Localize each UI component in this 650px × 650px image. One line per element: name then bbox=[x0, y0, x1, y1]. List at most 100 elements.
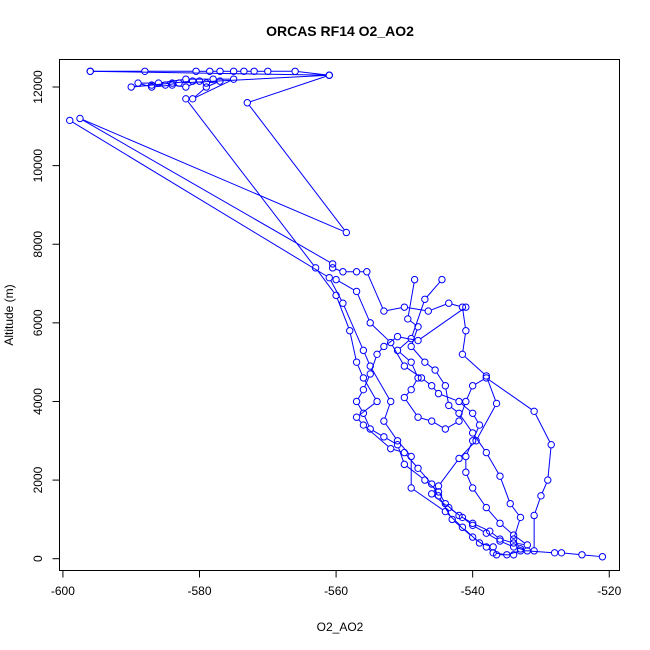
series-segment bbox=[436, 372, 445, 384]
series-segment bbox=[420, 417, 429, 421]
data-point bbox=[506, 499, 514, 508]
series-segment bbox=[378, 348, 383, 353]
data-point bbox=[209, 75, 217, 83]
series-segment bbox=[466, 388, 472, 399]
data-point bbox=[400, 393, 409, 402]
series-segment bbox=[488, 509, 499, 522]
series-segment bbox=[541, 482, 547, 494]
series-segment bbox=[93, 70, 327, 76]
data-point bbox=[427, 382, 436, 390]
data-point bbox=[373, 397, 381, 406]
series-segment bbox=[250, 75, 327, 103]
data-point bbox=[482, 503, 491, 512]
series-segment bbox=[488, 534, 498, 540]
series-segment bbox=[72, 121, 327, 277]
data-point bbox=[516, 547, 525, 555]
data-point bbox=[359, 374, 368, 382]
data-point bbox=[127, 83, 135, 91]
series-segment bbox=[474, 435, 485, 451]
series-segment bbox=[411, 302, 425, 336]
data-point bbox=[141, 67, 149, 75]
series-segment bbox=[182, 74, 327, 84]
series-segment bbox=[464, 529, 478, 542]
data-point bbox=[182, 75, 190, 83]
y-tick-label: 10000 bbox=[31, 149, 45, 183]
series-segment bbox=[391, 345, 404, 364]
series-segment bbox=[474, 490, 485, 506]
data-point bbox=[373, 350, 381, 359]
data-point bbox=[462, 452, 470, 461]
data-point bbox=[291, 67, 299, 75]
data-point bbox=[421, 358, 429, 366]
series-segment bbox=[441, 394, 457, 401]
y-tick-label: 12000 bbox=[31, 70, 45, 104]
series-segment bbox=[423, 379, 430, 385]
series-segment bbox=[420, 308, 464, 340]
data-point bbox=[441, 499, 450, 508]
data-point bbox=[455, 397, 463, 406]
series-segment bbox=[364, 376, 370, 387]
data-point bbox=[445, 401, 453, 410]
data-point bbox=[380, 417, 388, 425]
series-segment bbox=[357, 392, 363, 399]
series-segment bbox=[462, 333, 466, 352]
series-segment bbox=[502, 541, 511, 547]
series-segment bbox=[473, 415, 479, 423]
data-point bbox=[448, 515, 456, 524]
data-point bbox=[438, 275, 446, 284]
data-point bbox=[332, 275, 340, 284]
data-point bbox=[455, 409, 463, 417]
data-point bbox=[410, 275, 419, 284]
data-point bbox=[202, 83, 211, 91]
series-segment bbox=[140, 83, 149, 87]
data-point bbox=[195, 77, 204, 85]
data-point bbox=[346, 327, 354, 335]
series-segment bbox=[82, 119, 344, 232]
data-point bbox=[544, 476, 552, 484]
data-point bbox=[414, 413, 422, 421]
x-tick-label: -540 bbox=[461, 584, 485, 598]
series-segment bbox=[195, 81, 204, 84]
data-point bbox=[339, 268, 347, 276]
series-segment bbox=[407, 282, 415, 316]
data-point bbox=[475, 539, 484, 547]
data-point bbox=[462, 327, 470, 335]
series-segment bbox=[488, 379, 532, 410]
series-segment bbox=[82, 119, 331, 263]
data-point bbox=[366, 319, 374, 327]
data-point bbox=[482, 374, 491, 382]
data-point bbox=[434, 389, 443, 398]
data-point bbox=[366, 425, 374, 433]
series-layer bbox=[66, 67, 607, 561]
data-point bbox=[445, 299, 453, 307]
data-point bbox=[424, 307, 432, 315]
data-point bbox=[509, 539, 518, 547]
x-tick-label: -600 bbox=[51, 584, 75, 598]
data-point bbox=[427, 490, 436, 498]
series-segment bbox=[134, 82, 170, 88]
data-point bbox=[380, 307, 388, 315]
series-segment bbox=[384, 404, 391, 419]
data-point bbox=[516, 545, 525, 553]
data-point bbox=[421, 476, 429, 484]
series-segment bbox=[385, 423, 397, 439]
series-segment bbox=[358, 403, 375, 416]
series-segment bbox=[461, 516, 471, 523]
series-segment bbox=[451, 406, 457, 412]
data-point bbox=[264, 67, 272, 75]
series-segment bbox=[406, 367, 420, 377]
series-segment bbox=[386, 307, 402, 311]
series-segment bbox=[434, 422, 443, 428]
series-segment bbox=[426, 281, 441, 298]
data-point bbox=[332, 291, 340, 300]
series-segment bbox=[364, 416, 370, 427]
data-point bbox=[352, 268, 361, 276]
series-segment bbox=[451, 303, 460, 307]
data-point bbox=[352, 413, 361, 421]
data-point bbox=[414, 336, 422, 345]
data-point bbox=[492, 551, 501, 559]
series-segment bbox=[466, 443, 472, 454]
series-segment bbox=[511, 505, 519, 516]
series-segment bbox=[530, 550, 552, 554]
series-segment bbox=[330, 280, 342, 301]
